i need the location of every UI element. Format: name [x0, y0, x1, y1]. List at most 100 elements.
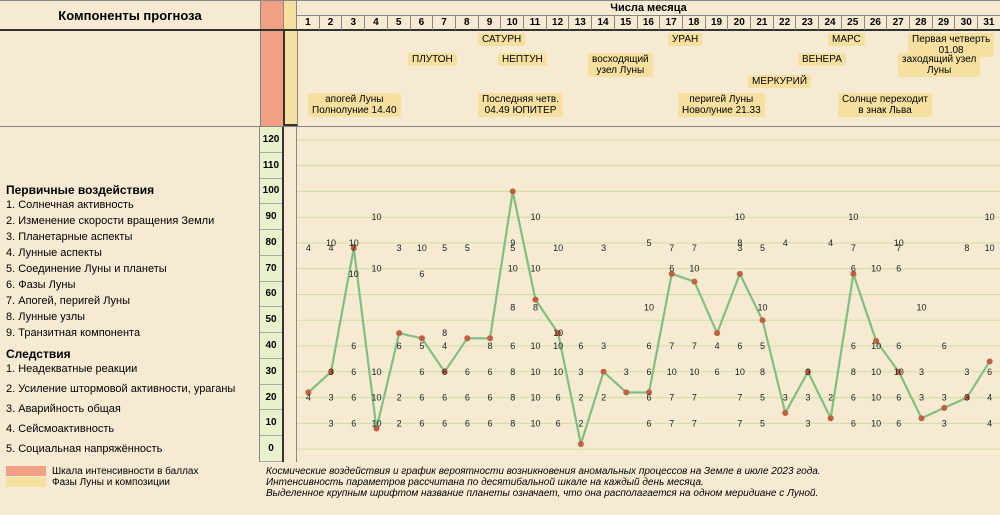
page-root: Компоненты прогноза Числа месяца 1234567…: [0, 0, 1000, 515]
svg-text:10: 10: [553, 243, 563, 253]
footer-text: Космические воздействия и график вероятн…: [266, 466, 994, 499]
svg-text:3: 3: [397, 243, 402, 253]
day-header-cell: 24: [819, 16, 842, 30]
svg-text:5: 5: [760, 243, 765, 253]
svg-text:10: 10: [848, 212, 858, 222]
svg-text:8: 8: [533, 302, 538, 312]
svg-text:8: 8: [510, 367, 515, 377]
svg-text:6: 6: [442, 393, 447, 403]
svg-text:3: 3: [964, 393, 969, 403]
svg-text:3: 3: [964, 367, 969, 377]
svg-text:6: 6: [397, 341, 402, 351]
svg-text:6: 6: [465, 393, 470, 403]
svg-text:4: 4: [828, 238, 833, 248]
svg-text:10: 10: [371, 367, 381, 377]
annotation-strip: САТУРНУРАНМАРСПервая четверть01.08ПЛУТОН…: [0, 31, 1000, 127]
day-header-cell: 16: [638, 16, 661, 30]
svg-text:3: 3: [805, 418, 810, 428]
scale-tick: 40: [260, 333, 282, 359]
scale-tick: 100: [260, 179, 282, 205]
svg-text:6: 6: [351, 418, 356, 428]
svg-text:7: 7: [851, 243, 856, 253]
svg-text:10: 10: [371, 212, 381, 222]
day-header-cell: 31: [978, 16, 1000, 30]
svg-text:6: 6: [896, 341, 901, 351]
scale-tick: 60: [260, 282, 282, 308]
svg-text:10: 10: [917, 302, 927, 312]
legend-2: Фазы Луны и композиции: [6, 477, 266, 488]
svg-text:6: 6: [851, 264, 856, 274]
svg-text:10: 10: [871, 264, 881, 274]
day-header-cell: 17: [660, 16, 683, 30]
scale-tick: 80: [260, 230, 282, 256]
svg-text:6: 6: [646, 418, 651, 428]
svg-text:10: 10: [553, 367, 563, 377]
svg-text:6: 6: [646, 393, 651, 403]
svg-text:6: 6: [556, 393, 561, 403]
svg-text:6: 6: [488, 418, 493, 428]
svg-text:10: 10: [530, 341, 540, 351]
component-item: 3. Планетарные аспекты: [6, 229, 259, 245]
svg-text:8: 8: [488, 341, 493, 351]
header-days-wrap: Числа месяца 123456789101112131415161718…: [297, 1, 1000, 29]
scale-tick: 110: [260, 153, 282, 179]
annotation-label: перигей ЛуныНоволуние 21.33: [678, 93, 765, 117]
day-header-cell: 4: [365, 16, 388, 30]
annotation-label: восходящийузел Луны: [588, 53, 653, 77]
annotation-label: УРАН: [668, 33, 702, 46]
svg-text:10: 10: [871, 367, 881, 377]
section-title: Следствия: [6, 347, 259, 361]
day-header-cell: 11: [524, 16, 547, 30]
svg-text:10: 10: [667, 367, 677, 377]
svg-text:6: 6: [442, 418, 447, 428]
section-title: Первичные воздействия: [6, 183, 259, 197]
svg-text:10: 10: [735, 212, 745, 222]
svg-text:10: 10: [758, 302, 768, 312]
header-scale-stripe: [261, 1, 284, 29]
svg-text:10: 10: [985, 212, 995, 222]
left-column: Первичные воздействия1. Солнечная активн…: [0, 127, 260, 462]
svg-text:6: 6: [851, 341, 856, 351]
footer-line2: Интенсивность параметров рассчитана по д…: [266, 477, 994, 488]
svg-text:8: 8: [510, 418, 515, 428]
day-header-cell: 30: [955, 16, 978, 30]
component-item: 4. Лунные аспекты: [6, 245, 259, 261]
svg-text:3: 3: [805, 393, 810, 403]
svg-text:2: 2: [578, 393, 583, 403]
svg-text:3: 3: [624, 367, 629, 377]
svg-text:6: 6: [419, 418, 424, 428]
component-item: 2. Усиление штормовой активности, ураган…: [6, 381, 259, 397]
annotation-label: Последняя четв.04.49 ЮПИТЕР: [478, 93, 563, 117]
scale-column: 1201101009080706050403020100: [260, 127, 284, 462]
svg-text:3: 3: [737, 243, 742, 253]
day-header-cell: 21: [751, 16, 774, 30]
svg-text:4: 4: [783, 238, 788, 248]
component-item: 6. Фазы Луны: [6, 277, 259, 293]
component-item: 1. Неадекватные реакции: [6, 361, 259, 377]
component-item: 8. Лунные узлы: [6, 309, 259, 325]
day-header-cell: 26: [865, 16, 888, 30]
svg-text:6: 6: [737, 341, 742, 351]
svg-text:10: 10: [349, 269, 359, 279]
svg-text:10: 10: [530, 212, 540, 222]
day-header-cell: 18: [683, 16, 706, 30]
svg-text:10: 10: [735, 367, 745, 377]
svg-text:4: 4: [306, 243, 311, 253]
body-row: Первичные воздействия1. Солнечная активн…: [0, 127, 1000, 462]
day-header-cell: 3: [342, 16, 365, 30]
legend-1-label: Шкала интенсивности в баллах: [52, 466, 198, 477]
annotation-left-blank: [0, 31, 261, 126]
svg-text:10: 10: [871, 418, 881, 428]
svg-text:7: 7: [669, 243, 674, 253]
svg-text:8: 8: [442, 328, 447, 338]
day-header-cell: 25: [842, 16, 865, 30]
svg-text:7: 7: [737, 393, 742, 403]
svg-text:3: 3: [942, 393, 947, 403]
svg-text:6: 6: [419, 269, 424, 279]
svg-text:6: 6: [488, 367, 493, 377]
day-header-cell: 9: [479, 16, 502, 30]
scale-tick: 20: [260, 385, 282, 411]
svg-text:2: 2: [578, 418, 583, 428]
svg-text:6: 6: [419, 367, 424, 377]
svg-text:10: 10: [530, 367, 540, 377]
